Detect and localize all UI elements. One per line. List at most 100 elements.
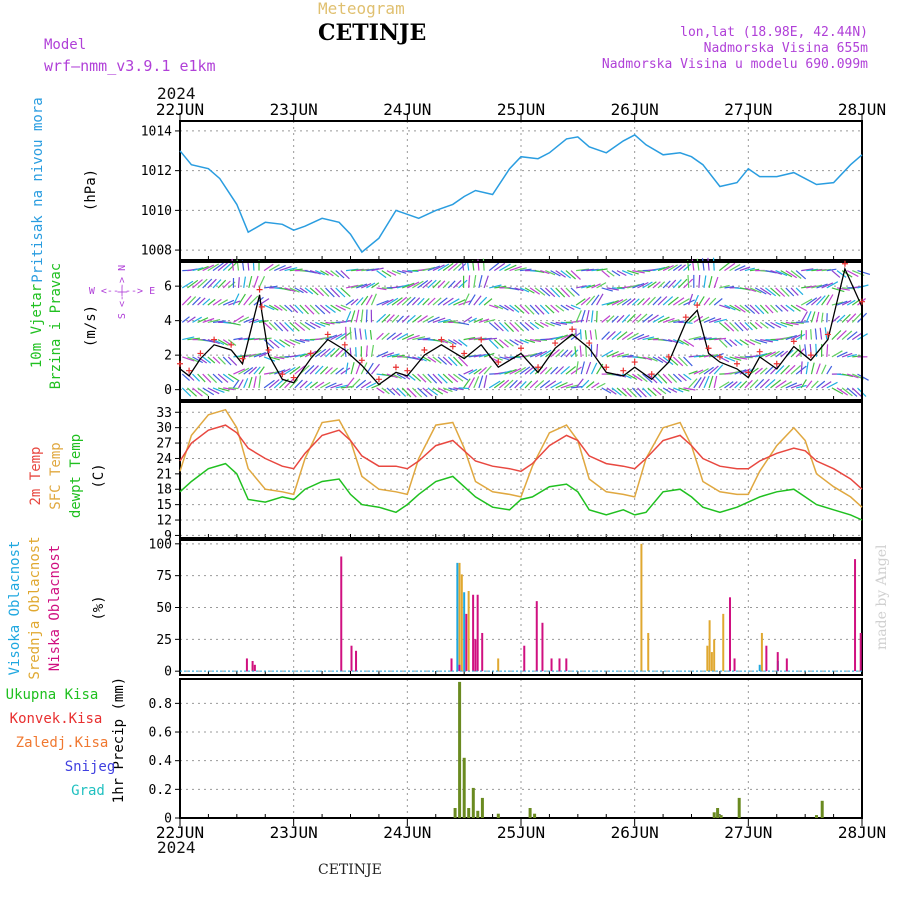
wind-arrow bbox=[197, 387, 209, 397]
wind-arrow bbox=[514, 366, 527, 375]
wind-arrow bbox=[453, 387, 463, 391]
wind-arrow bbox=[231, 258, 234, 271]
wind-arrow bbox=[836, 287, 850, 291]
precip-bar bbox=[719, 815, 723, 818]
precip-bar bbox=[528, 808, 532, 818]
precip-bar bbox=[453, 808, 457, 818]
wind-arrow bbox=[667, 279, 677, 289]
wind-arrow bbox=[631, 387, 642, 398]
wind-arrow bbox=[852, 355, 862, 358]
precip-label: 1hr Precip (mm) bbox=[111, 677, 127, 803]
wind-arrow bbox=[437, 280, 446, 289]
wind-arrow bbox=[273, 378, 285, 389]
wind-arrow bbox=[330, 347, 340, 358]
wind-arrow bbox=[299, 321, 311, 331]
wind-arrow bbox=[841, 373, 854, 378]
wind-arrow bbox=[294, 287, 304, 294]
wind-arrow bbox=[192, 279, 203, 289]
wind-arrow bbox=[253, 366, 261, 375]
precip-bar bbox=[458, 681, 462, 818]
wind-arrow bbox=[754, 321, 763, 329]
wind-arrow bbox=[248, 295, 259, 306]
wind-arrow bbox=[683, 356, 693, 367]
wind-gust-marker bbox=[478, 336, 485, 343]
x-tick-label-top: 26JUN bbox=[611, 100, 659, 119]
wind-arrow bbox=[217, 373, 229, 383]
wind-arrow bbox=[330, 367, 338, 375]
wind-arrow bbox=[289, 268, 303, 272]
wind-arrow bbox=[790, 304, 801, 312]
wind-arrow bbox=[284, 304, 293, 313]
y-tick-label: 15 bbox=[156, 498, 172, 513]
wind-arrow bbox=[714, 353, 724, 358]
x-tick-label-top: 27JUN bbox=[724, 100, 772, 119]
wind-arrow bbox=[724, 286, 735, 289]
wind-arrow bbox=[417, 280, 429, 289]
wind-arrow bbox=[493, 262, 506, 272]
wind-arrow bbox=[217, 261, 229, 272]
wind-arrow bbox=[187, 337, 201, 341]
wind-arrow bbox=[468, 275, 471, 288]
wind-arrow bbox=[550, 270, 561, 277]
wind-arrow bbox=[535, 270, 545, 274]
wind-arrow bbox=[841, 330, 853, 341]
wind-arrow bbox=[289, 366, 301, 375]
wind-arrow bbox=[826, 268, 837, 272]
wind-arrow bbox=[550, 381, 562, 389]
wind-arrow bbox=[504, 264, 517, 272]
wind-arrow bbox=[422, 266, 436, 272]
wind-arrow bbox=[396, 332, 409, 341]
location-title: CETINJE bbox=[318, 20, 427, 46]
wind-arrow bbox=[714, 337, 727, 341]
wind-arrow bbox=[703, 297, 711, 306]
x-tick-label-bottom: 22JUN bbox=[156, 823, 204, 842]
wind-arrow bbox=[534, 304, 545, 315]
wind-arrow bbox=[724, 321, 735, 332]
wind-arrow bbox=[550, 335, 564, 341]
wind-arrow bbox=[770, 379, 782, 389]
wind-arrow bbox=[478, 318, 490, 323]
wind-arrow bbox=[631, 298, 640, 306]
pressure-line bbox=[179, 133, 863, 254]
wind-arrow bbox=[713, 298, 723, 306]
wind-arrow bbox=[581, 284, 591, 289]
wind-arrow bbox=[775, 350, 784, 358]
wind-arrow bbox=[217, 299, 228, 306]
y-tick-label: 30 bbox=[156, 421, 172, 436]
wind-arrow bbox=[810, 329, 812, 340]
wind-arrow bbox=[815, 343, 818, 357]
wind-arrow bbox=[688, 293, 694, 306]
wind-arrow bbox=[197, 317, 209, 323]
wind-arrow bbox=[222, 299, 235, 306]
wind-arrow bbox=[703, 366, 714, 375]
wind-arrow bbox=[678, 264, 686, 272]
wind-arrow bbox=[330, 270, 340, 278]
wind-arrow bbox=[550, 366, 559, 375]
wind-arrow bbox=[606, 350, 619, 358]
y-tick-label: 0.2 bbox=[149, 783, 172, 798]
wind-arrow bbox=[780, 304, 789, 312]
wind-arrow bbox=[187, 356, 199, 363]
wind-gust-marker bbox=[404, 367, 411, 374]
wind-arrow bbox=[585, 344, 587, 357]
wind-arrow bbox=[744, 339, 756, 346]
wind-arrow bbox=[279, 265, 292, 272]
wind-gust-marker bbox=[790, 338, 797, 345]
wind-arrow bbox=[831, 287, 845, 293]
precip-bar bbox=[480, 797, 484, 818]
wind-arrow bbox=[243, 367, 254, 375]
wind-arrow bbox=[744, 287, 757, 292]
wind-arrow bbox=[442, 373, 454, 384]
precip-legend-item: Zaledj.Kisa bbox=[16, 735, 109, 751]
wind-gust-marker bbox=[716, 353, 723, 360]
wind-arrow bbox=[672, 297, 685, 306]
wind-arrow bbox=[800, 298, 813, 306]
wind-arrow bbox=[524, 366, 535, 375]
wind-arrow bbox=[596, 282, 607, 289]
wind-arrow bbox=[524, 321, 535, 331]
wind-arrow bbox=[780, 350, 789, 358]
wind-arrow bbox=[780, 364, 790, 375]
wind-arrow bbox=[192, 373, 201, 382]
wind-arrow bbox=[719, 284, 730, 289]
wind-arrow bbox=[202, 298, 211, 306]
